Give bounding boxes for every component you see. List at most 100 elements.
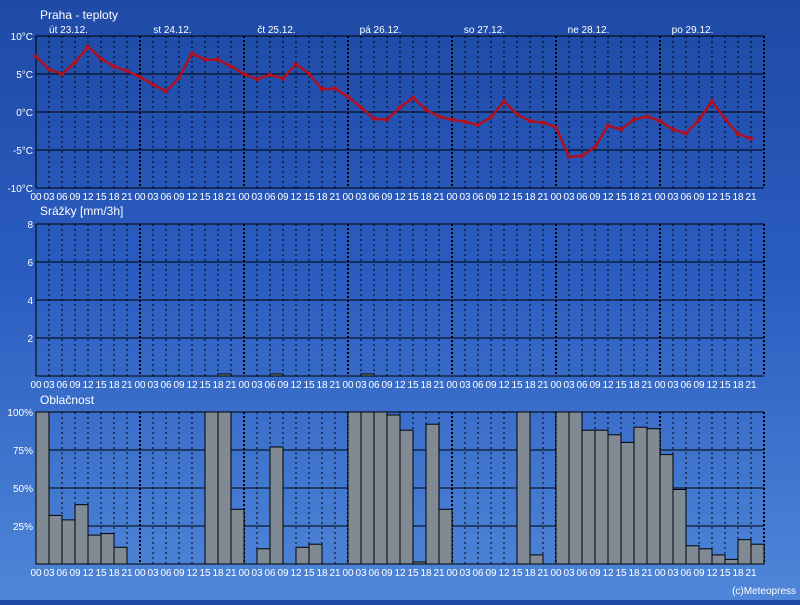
x-tick-label: 03 [459,192,471,203]
temperature-point [462,119,468,125]
temperature-point [527,118,533,124]
x-tick-label: 12 [706,380,718,391]
x-tick-label: 18 [212,568,224,579]
x-tick-label: 12 [602,380,614,391]
x-tick-label: 15 [511,192,523,203]
x-tick-label: 15 [303,568,315,579]
x-tick-label: 03 [459,568,471,579]
y-tick-label: 75% [13,446,33,457]
temperature-point [202,57,208,62]
temperature-point [423,107,429,112]
cloudiness-bar [204,411,219,565]
y-tick-label: -5°C [13,146,33,157]
x-tick-label: 15 [615,380,627,391]
cloudiness-panel: 100%75%50%25%00 03 06 09 12 15 18 21 00 03 06 09 12 1… [7,393,765,579]
cloudiness-bar [373,411,388,565]
x-tick-label: 21 [433,380,445,391]
x-tick-label: 00 [342,192,354,203]
x-tick-label: 03 [563,192,575,203]
temperature-point [540,120,546,125]
x-tick-label: 18 [108,192,120,203]
x-tick-label: 09 [69,380,81,391]
x-tick-label: 03 [147,568,159,579]
temperature-point [631,117,637,122]
temperature-point [501,99,507,104]
temperature-point [566,154,572,160]
cloudiness-bar [568,411,583,565]
x-tick-label: 09 [173,192,185,203]
precipitation-bar [217,373,232,377]
x-tick-label: 21 [225,192,237,203]
x-tick-label: 06 [160,568,172,579]
temperature-point [293,61,299,67]
y-tick-label: 8 [27,220,33,231]
x-tick-label: 21 [641,192,653,203]
temperature-point [579,153,585,159]
x-tick-label: 21 [121,192,133,203]
cloudiness-bar [360,411,375,565]
x-tick-label: 15 [719,380,731,391]
temperature-point [722,116,728,122]
cloudiness-bar [35,411,50,565]
temperature-point [670,127,676,132]
x-tick-label: 00 [550,380,562,391]
x-tick-label: 12 [602,568,614,579]
x-tick-label: 00 [134,380,146,391]
temperature-point [111,64,117,69]
x-tick-label: 03 [251,192,263,203]
x-tick-label: 12 [706,192,718,203]
x-tick-label: 03 [355,380,367,391]
precipitation-bar [360,373,375,377]
x-tick-label: 12 [498,192,510,203]
temperature-point [358,105,364,110]
x-tick-label: 15 [615,192,627,203]
temperature-point [124,68,130,74]
x-tick-label: 18 [524,380,536,391]
temperature-point [228,64,234,69]
x-tick-label: 03 [43,192,55,203]
x-tick-label: 12 [82,380,94,391]
x-tick-label: 18 [628,192,640,203]
x-tick-label: 06 [264,380,276,391]
cloudiness-bar [269,446,284,565]
temperature-point [254,77,260,82]
temperature-point [215,57,221,62]
cloudiness-bar [412,561,427,565]
temperature-point [748,136,754,141]
x-tick-label: 03 [147,192,159,203]
x-tick-label: 09 [69,568,81,579]
temperature-point [72,60,78,65]
y-tick-label: 4 [27,296,33,307]
temperature-point [553,125,559,130]
y-tick-label: 100% [7,408,33,419]
day-label: po 29.12. [672,25,714,36]
temperature-point [280,76,286,81]
x-tick-label: 03 [251,568,263,579]
panel-title: Srážky [mm/3h] [40,204,123,218]
x-tick-label: 18 [732,568,744,579]
x-tick-label: 21 [537,192,549,203]
x-tick-label: 15 [719,192,731,203]
x-tick-label: 00 [342,380,354,391]
x-tick-label: 03 [563,568,575,579]
x-tick-label: 00 [654,380,666,391]
x-tick-label: 21 [745,380,757,391]
x-tick-label: 03 [43,380,55,391]
cloudiness-bar [256,548,271,565]
temperature-point [488,115,494,120]
x-tick-label: 06 [576,568,588,579]
x-tick-label: 00 [550,568,562,579]
x-tick-label: 12 [602,192,614,203]
x-tick-label: 15 [303,380,315,391]
x-tick-label: 03 [147,380,159,391]
x-tick-label: 09 [381,568,393,579]
x-tick-label: 12 [186,568,198,579]
x-tick-label: 21 [641,568,653,579]
x-tick-label: 00 [30,568,42,579]
temperature-point [332,86,338,91]
cloudiness-bar [685,545,700,565]
day-label: čt 25.12. [257,25,295,36]
x-tick-label: 09 [485,192,497,203]
x-tick-label: 00 [238,568,250,579]
x-tick-label: 09 [381,380,393,391]
